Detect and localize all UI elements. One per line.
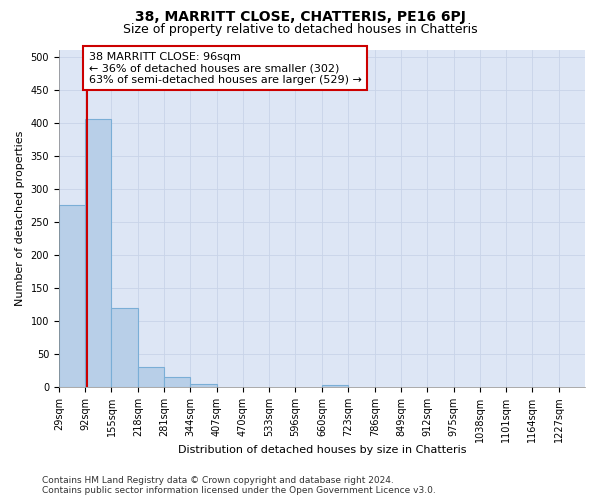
Bar bbox=[59, 205, 85, 387]
Bar bbox=[112, 308, 138, 387]
Bar bbox=[190, 384, 217, 387]
Bar bbox=[164, 377, 190, 387]
Bar bbox=[85, 120, 112, 387]
Text: Size of property relative to detached houses in Chatteris: Size of property relative to detached ho… bbox=[122, 22, 478, 36]
Bar bbox=[322, 385, 349, 387]
Text: 38 MARRITT CLOSE: 96sqm
← 36% of detached houses are smaller (302)
63% of semi-d: 38 MARRITT CLOSE: 96sqm ← 36% of detache… bbox=[89, 52, 362, 85]
Text: Contains HM Land Registry data © Crown copyright and database right 2024.
Contai: Contains HM Land Registry data © Crown c… bbox=[42, 476, 436, 495]
X-axis label: Distribution of detached houses by size in Chatteris: Distribution of detached houses by size … bbox=[178, 445, 466, 455]
Text: 38, MARRITT CLOSE, CHATTERIS, PE16 6PJ: 38, MARRITT CLOSE, CHATTERIS, PE16 6PJ bbox=[134, 10, 466, 24]
Bar bbox=[138, 367, 164, 387]
Y-axis label: Number of detached properties: Number of detached properties bbox=[15, 130, 25, 306]
